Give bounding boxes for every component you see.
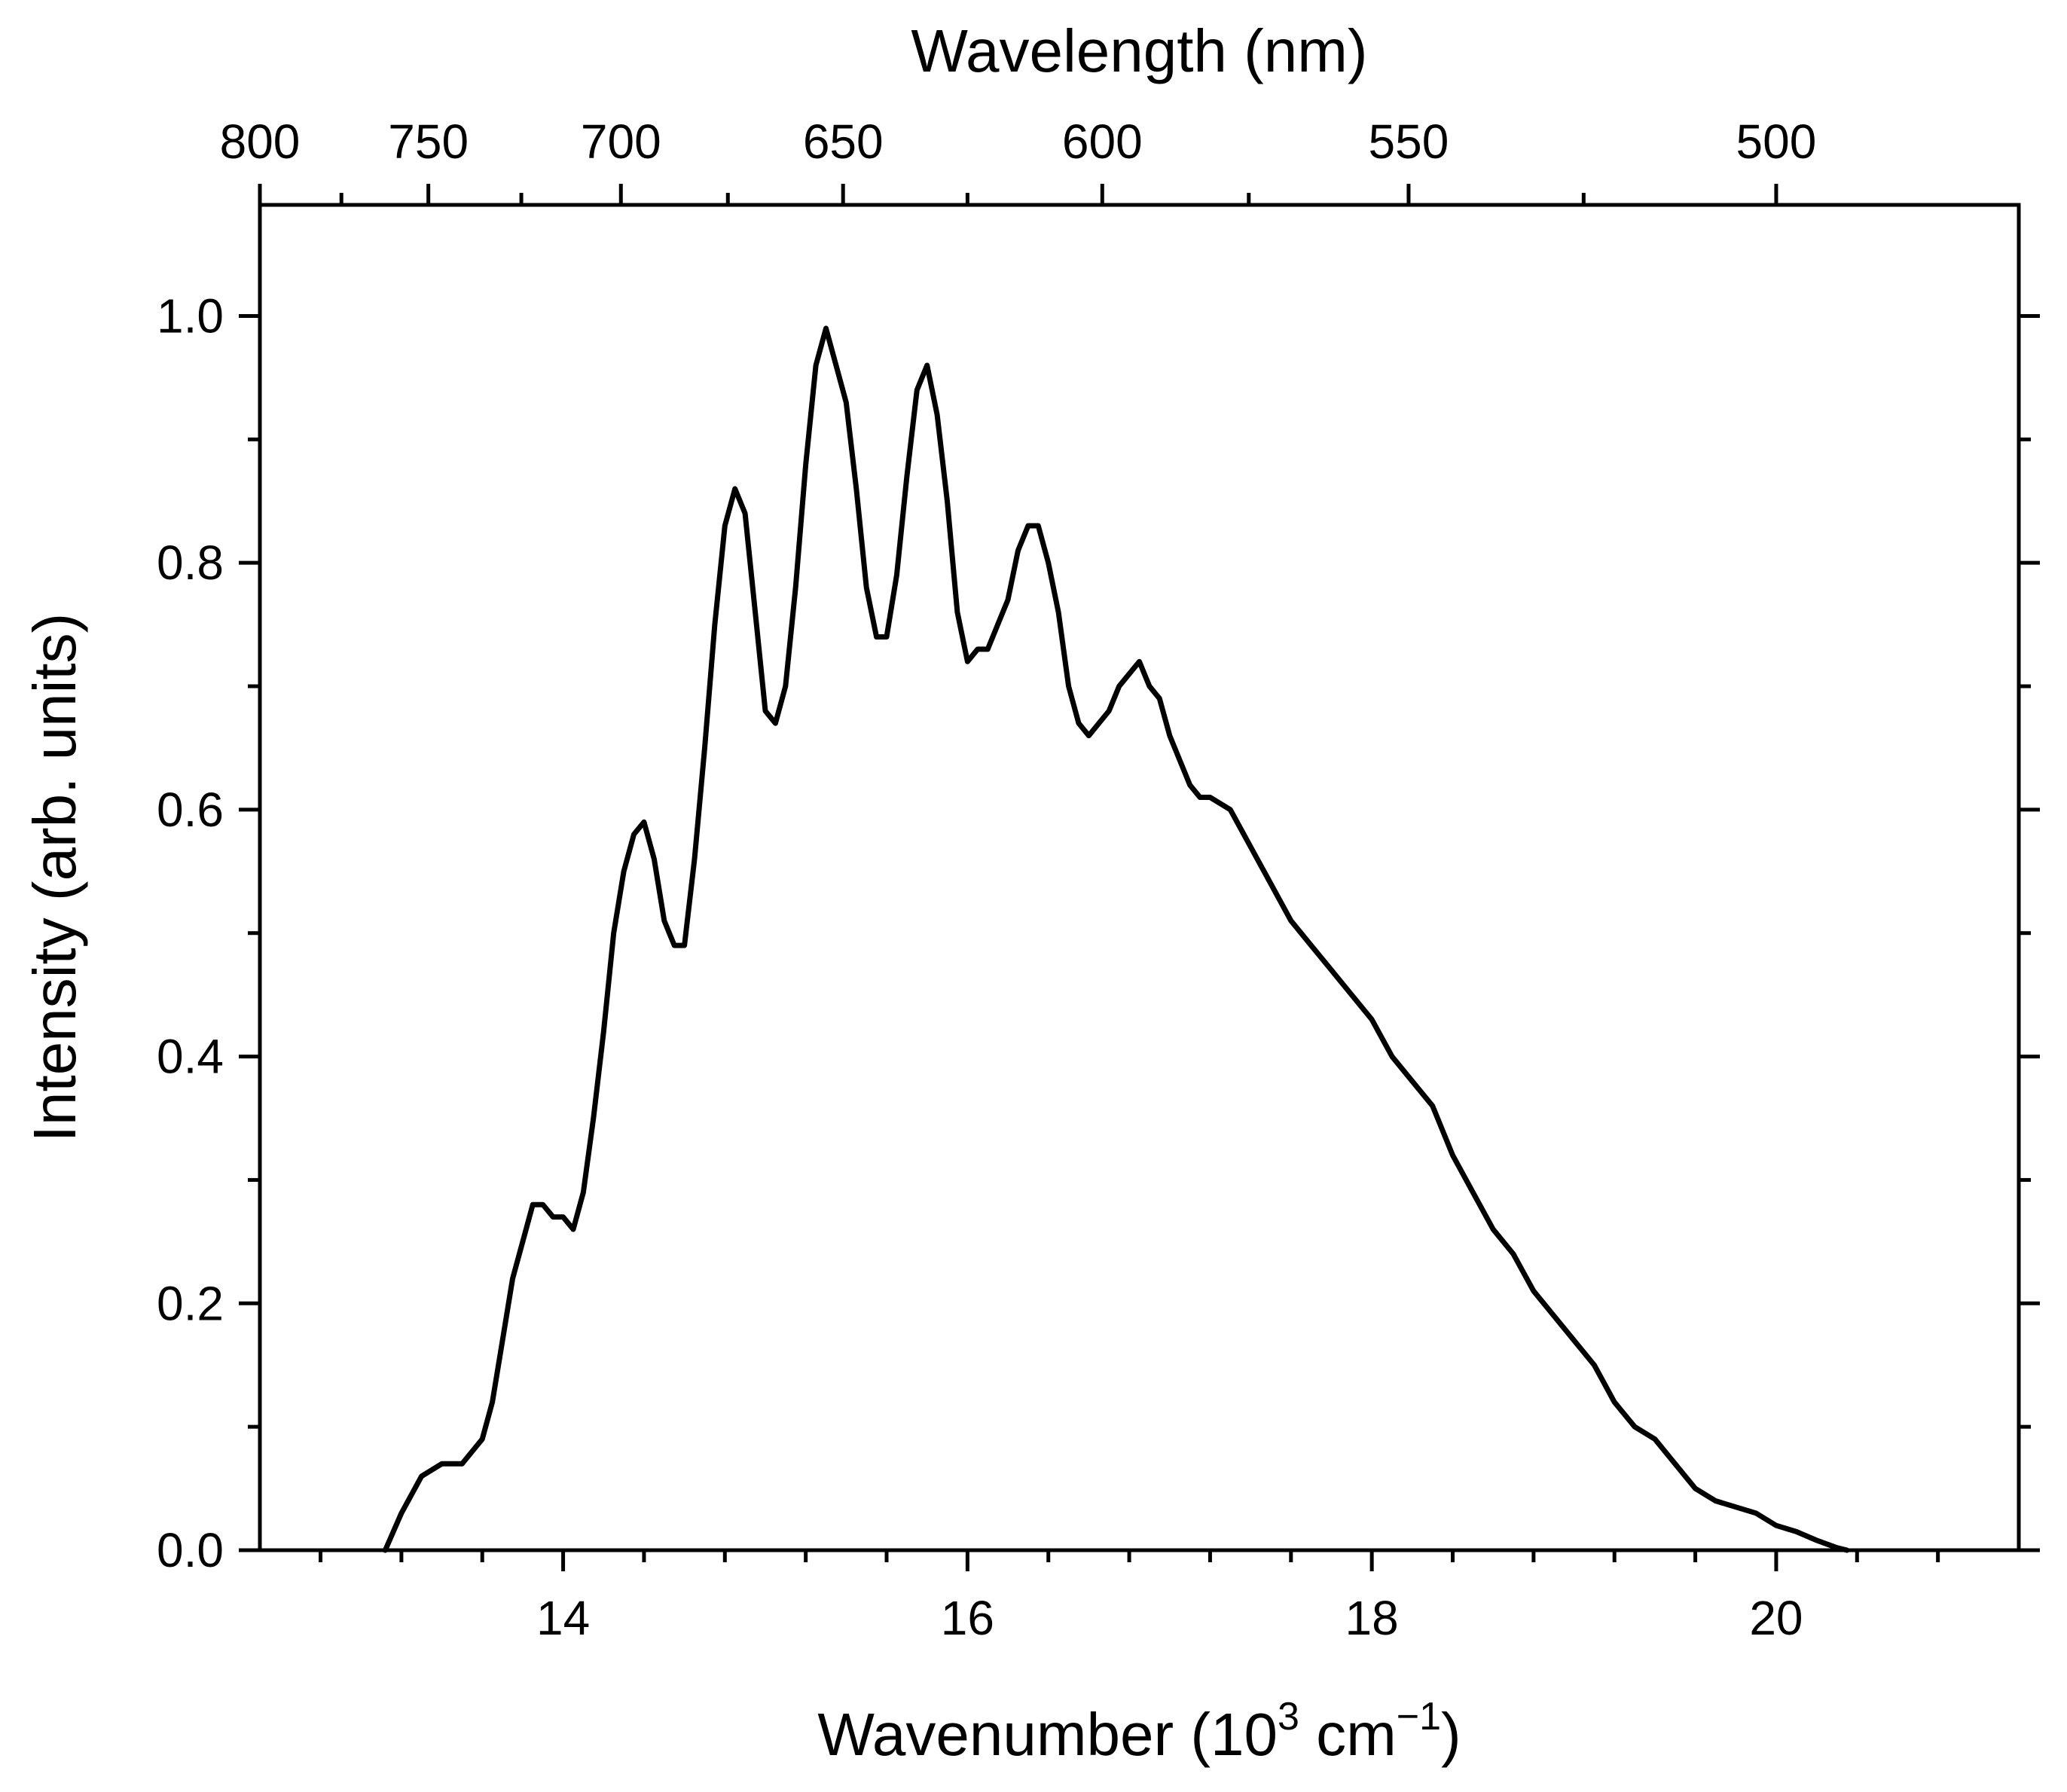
x2-tick-label: 650	[803, 114, 884, 169]
x2-tick-label: 500	[1736, 114, 1817, 169]
y-tick-label: 0.0	[157, 1523, 224, 1577]
x2-tick-label: 550	[1369, 114, 1449, 169]
axis-ticks	[239, 184, 2040, 1571]
series-line-intensity	[382, 325, 1850, 1553]
top-axis-title: Wavelength (nm)	[911, 17, 1367, 84]
x2-tick-label: 750	[388, 114, 469, 169]
x-axis-title-exp1: 3	[1278, 1695, 1299, 1739]
tick-labels: 14 16 18 20 0.0 0.2 0.4 0.6 0.8 1.0 800 750 700 650 60…	[157, 114, 1816, 1645]
x-axis-title-close: )	[1441, 1701, 1461, 1768]
x-axis-title-unit: cm	[1299, 1701, 1397, 1768]
y-tick-label: 1.0	[157, 288, 224, 343]
x2-tick-label: 700	[581, 114, 661, 169]
x-axis-title: Wavenumber (103 cm−1)	[817, 1695, 1461, 1768]
y-tick-label: 0.2	[157, 1276, 224, 1330]
x-tick-label: 14	[536, 1591, 590, 1645]
x-axis-title-exp2: −1	[1397, 1695, 1441, 1739]
y-tick-label: 0.8	[157, 536, 224, 590]
x2-tick-label: 800	[220, 114, 301, 169]
x-tick-label: 18	[1345, 1591, 1399, 1645]
x2-tick-label: 600	[1062, 114, 1143, 169]
x-axis-title-base: Wavenumber (10	[817, 1701, 1278, 1768]
x-tick-label: 16	[941, 1591, 994, 1645]
plot-frame	[258, 203, 2021, 1552]
x-tick-label: 20	[1749, 1591, 1803, 1645]
y-tick-label: 0.4	[157, 1030, 224, 1084]
y-tick-label: 0.6	[157, 783, 224, 837]
y-axis-title: Intensity (arb. units)	[21, 613, 88, 1143]
